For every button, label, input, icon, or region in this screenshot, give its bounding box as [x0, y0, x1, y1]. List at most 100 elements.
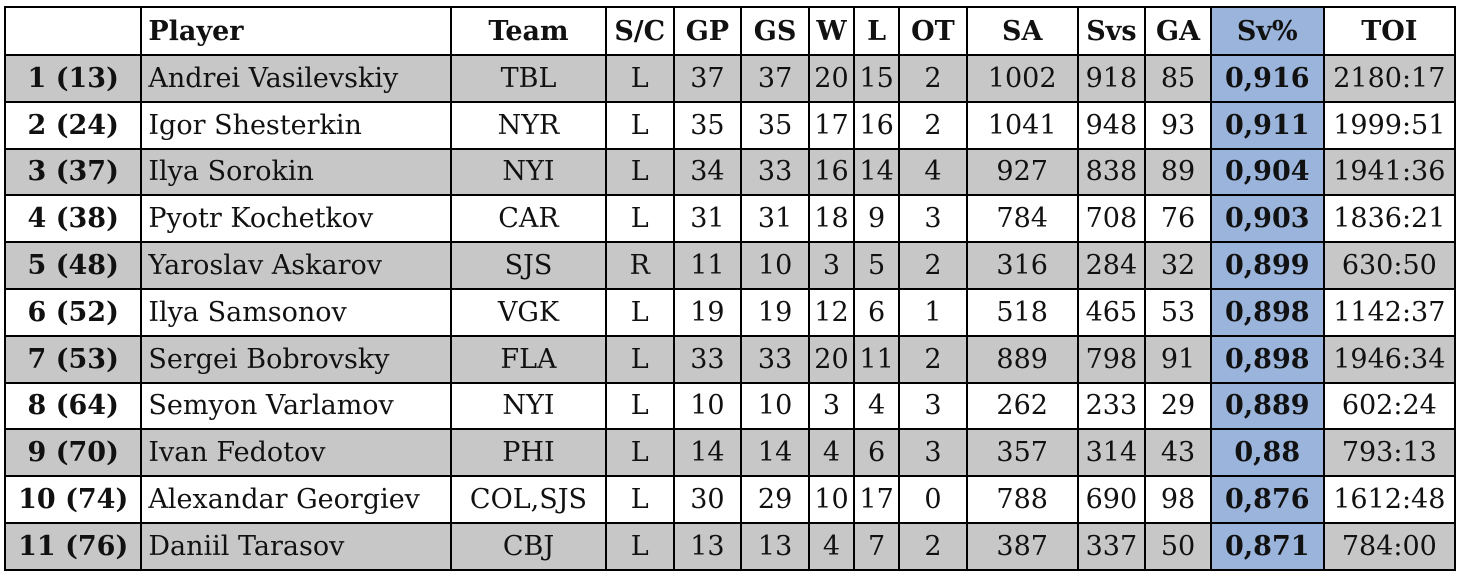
svs-cell[interactable]: 233	[1076, 381, 1147, 431]
sa-cell[interactable]: 927	[965, 147, 1079, 197]
sv-pct-cell[interactable]: 0,903	[1209, 194, 1325, 244]
gs-cell[interactable]: 10	[740, 381, 810, 431]
sc-cell[interactable]: L	[604, 100, 675, 150]
header-toi[interactable]: TOI	[1322, 6, 1457, 56]
gs-cell[interactable]: 19	[740, 287, 810, 337]
svs-cell[interactable]: 838	[1076, 147, 1147, 197]
sa-cell[interactable]: 316	[965, 241, 1079, 290]
sc-cell[interactable]: L	[604, 381, 675, 431]
rank-cell[interactable]: 11 (76)	[3, 521, 143, 571]
w-cell[interactable]: 20	[807, 334, 856, 384]
svs-cell[interactable]: 918	[1076, 54, 1147, 103]
w-cell[interactable]: 4	[807, 521, 856, 571]
rank-cell[interactable]: 4 (38)	[3, 194, 143, 244]
gs-cell[interactable]: 33	[740, 147, 810, 197]
toi-cell[interactable]: 1836:21	[1322, 194, 1457, 244]
w-cell[interactable]: 4	[807, 428, 856, 478]
sa-cell[interactable]: 1002	[965, 54, 1079, 103]
toi-cell[interactable]: 1946:34	[1322, 334, 1457, 384]
header-sa[interactable]: SA	[965, 6, 1079, 56]
header-gs[interactable]: GS	[740, 6, 810, 56]
svs-cell[interactable]: 798	[1076, 334, 1147, 384]
gp-cell[interactable]: 11	[672, 241, 743, 290]
l-cell[interactable]: 6	[853, 428, 901, 478]
ot-cell[interactable]: 3	[898, 381, 968, 431]
player-cell[interactable]: Ivan Fedotov	[140, 428, 453, 478]
rank-cell[interactable]: 1 (13)	[3, 54, 143, 103]
player-cell[interactable]: Sergei Bobrovsky	[140, 334, 453, 384]
player-cell[interactable]: Andrei Vasilevskiy	[140, 54, 453, 103]
svs-cell[interactable]: 284	[1076, 241, 1147, 290]
gs-cell[interactable]: 31	[740, 194, 810, 244]
team-cell[interactable]: COL,SJS	[450, 475, 607, 524]
l-cell[interactable]: 17	[853, 475, 901, 524]
toi-cell[interactable]: 602:24	[1322, 381, 1457, 431]
team-cell[interactable]: NYI	[450, 381, 607, 431]
rank-cell[interactable]: 8 (64)	[3, 381, 143, 431]
sa-cell[interactable]: 357	[965, 428, 1079, 478]
gp-cell[interactable]: 34	[672, 147, 743, 197]
player-cell[interactable]: Daniil Tarasov	[140, 521, 453, 571]
sc-cell[interactable]: L	[604, 334, 675, 384]
sv-pct-cell[interactable]: 0,911	[1209, 100, 1325, 150]
svs-cell[interactable]: 948	[1076, 100, 1147, 150]
toi-cell[interactable]: 1142:37	[1322, 287, 1457, 337]
player-cell[interactable]: Ilya Samsonov	[140, 287, 453, 337]
l-cell[interactable]: 11	[853, 334, 901, 384]
svs-cell[interactable]: 465	[1076, 287, 1147, 337]
header-team[interactable]: Team	[450, 6, 607, 56]
team-cell[interactable]: NYI	[450, 147, 607, 197]
toi-cell[interactable]: 630:50	[1322, 241, 1457, 290]
player-cell[interactable]: Igor Shesterkin	[140, 100, 453, 150]
w-cell[interactable]: 17	[807, 100, 856, 150]
gs-cell[interactable]: 14	[740, 428, 810, 478]
header-gp[interactable]: GP	[672, 6, 743, 56]
sv-pct-cell[interactable]: 0,876	[1209, 475, 1325, 524]
rank-cell[interactable]: 6 (52)	[3, 287, 143, 337]
sc-cell[interactable]: L	[604, 147, 675, 197]
header-sv-pct[interactable]: Sv%	[1209, 6, 1325, 56]
toi-cell[interactable]: 793:13	[1322, 428, 1457, 478]
svs-cell[interactable]: 314	[1076, 428, 1147, 478]
rank-cell[interactable]: 3 (37)	[3, 147, 143, 197]
sc-cell[interactable]: L	[604, 475, 675, 524]
ot-cell[interactable]: 4	[898, 147, 968, 197]
w-cell[interactable]: 16	[807, 147, 856, 197]
svs-cell[interactable]: 337	[1076, 521, 1147, 571]
header-player[interactable]: Player	[140, 6, 453, 56]
gs-cell[interactable]: 13	[740, 521, 810, 571]
toi-cell[interactable]: 1999:51	[1322, 100, 1457, 150]
ga-cell[interactable]: 29	[1144, 381, 1212, 431]
player-cell[interactable]: Pyotr Kochetkov	[140, 194, 453, 244]
sc-cell[interactable]: R	[604, 241, 675, 290]
header-l[interactable]: L	[853, 6, 901, 56]
gp-cell[interactable]: 31	[672, 194, 743, 244]
ot-cell[interactable]: 2	[898, 334, 968, 384]
sc-cell[interactable]: L	[604, 428, 675, 478]
ot-cell[interactable]: 3	[898, 428, 968, 478]
team-cell[interactable]: PHI	[450, 428, 607, 478]
gp-cell[interactable]: 10	[672, 381, 743, 431]
svs-cell[interactable]: 690	[1076, 475, 1147, 524]
sv-pct-cell[interactable]: 0,898	[1209, 287, 1325, 337]
sc-cell[interactable]: L	[604, 194, 675, 244]
header-svs[interactable]: Svs	[1076, 6, 1147, 56]
w-cell[interactable]: 3	[807, 241, 856, 290]
sc-cell[interactable]: L	[604, 287, 675, 337]
sa-cell[interactable]: 889	[965, 334, 1079, 384]
w-cell[interactable]: 20	[807, 54, 856, 103]
ot-cell[interactable]: 2	[898, 241, 968, 290]
ot-cell[interactable]: 2	[898, 100, 968, 150]
header-rank[interactable]	[3, 6, 143, 56]
sa-cell[interactable]: 1041	[965, 100, 1079, 150]
gp-cell[interactable]: 37	[672, 54, 743, 103]
gp-cell[interactable]: 14	[672, 428, 743, 478]
sv-pct-cell[interactable]: 0,916	[1209, 54, 1325, 103]
sa-cell[interactable]: 788	[965, 475, 1079, 524]
gp-cell[interactable]: 35	[672, 100, 743, 150]
l-cell[interactable]: 6	[853, 287, 901, 337]
w-cell[interactable]: 12	[807, 287, 856, 337]
gp-cell[interactable]: 19	[672, 287, 743, 337]
toi-cell[interactable]: 1612:48	[1322, 475, 1457, 524]
ga-cell[interactable]: 43	[1144, 428, 1212, 478]
